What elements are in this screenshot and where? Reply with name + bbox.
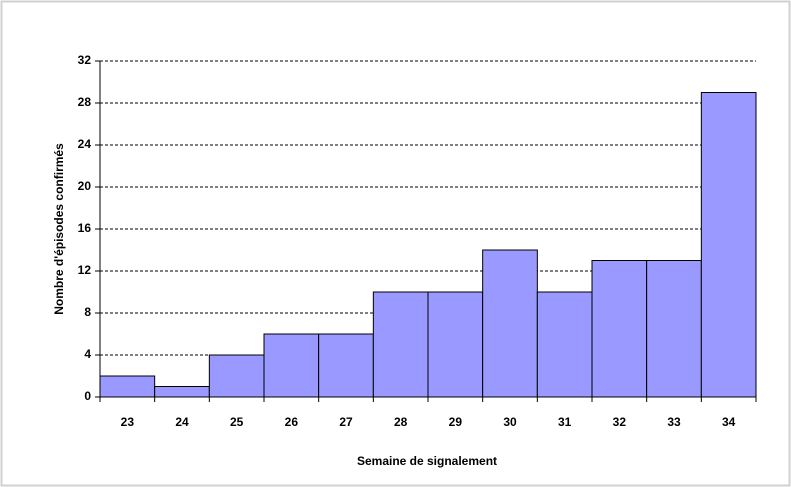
- bar: [536, 291, 593, 398]
- x-tick-label: 27: [339, 415, 353, 429]
- x-tick-label: 30: [503, 415, 517, 429]
- bar: [263, 333, 320, 398]
- y-tick-label: 28: [78, 95, 92, 109]
- y-tick-label: 32: [78, 53, 92, 67]
- bar: [482, 249, 538, 398]
- bar: [318, 333, 374, 398]
- x-tick-label: 34: [722, 415, 736, 429]
- bar: [646, 260, 702, 398]
- y-tick-label: 4: [84, 347, 91, 361]
- x-tick-label: 29: [449, 415, 463, 429]
- bar: [99, 375, 156, 398]
- y-axis-title: Nombre d'épisodes confirmés: [52, 143, 66, 315]
- x-tick-label: 24: [175, 415, 189, 429]
- x-tick-label: 31: [558, 415, 572, 429]
- y-tick-label: 20: [78, 179, 92, 193]
- y-tick-label: 12: [78, 263, 92, 277]
- x-tick-label: 26: [285, 415, 299, 429]
- x-axis-title: Semaine de signalement: [357, 454, 497, 468]
- y-tick-label: 8: [84, 305, 91, 319]
- x-tick-label: 32: [613, 415, 627, 429]
- bar: [372, 291, 429, 398]
- bar: [427, 291, 484, 398]
- x-tick-label: 23: [121, 415, 135, 429]
- x-tick-label: 33: [667, 415, 681, 429]
- y-tick-label: 24: [78, 137, 92, 151]
- bar: [591, 260, 648, 398]
- bar: [208, 354, 265, 398]
- bar: [154, 386, 210, 398]
- x-tick-label: 28: [394, 415, 408, 429]
- x-tick-label: 25: [230, 415, 244, 429]
- y-tick-label: 0: [84, 389, 91, 403]
- y-tick-label: 16: [78, 221, 92, 235]
- bar: [700, 92, 757, 398]
